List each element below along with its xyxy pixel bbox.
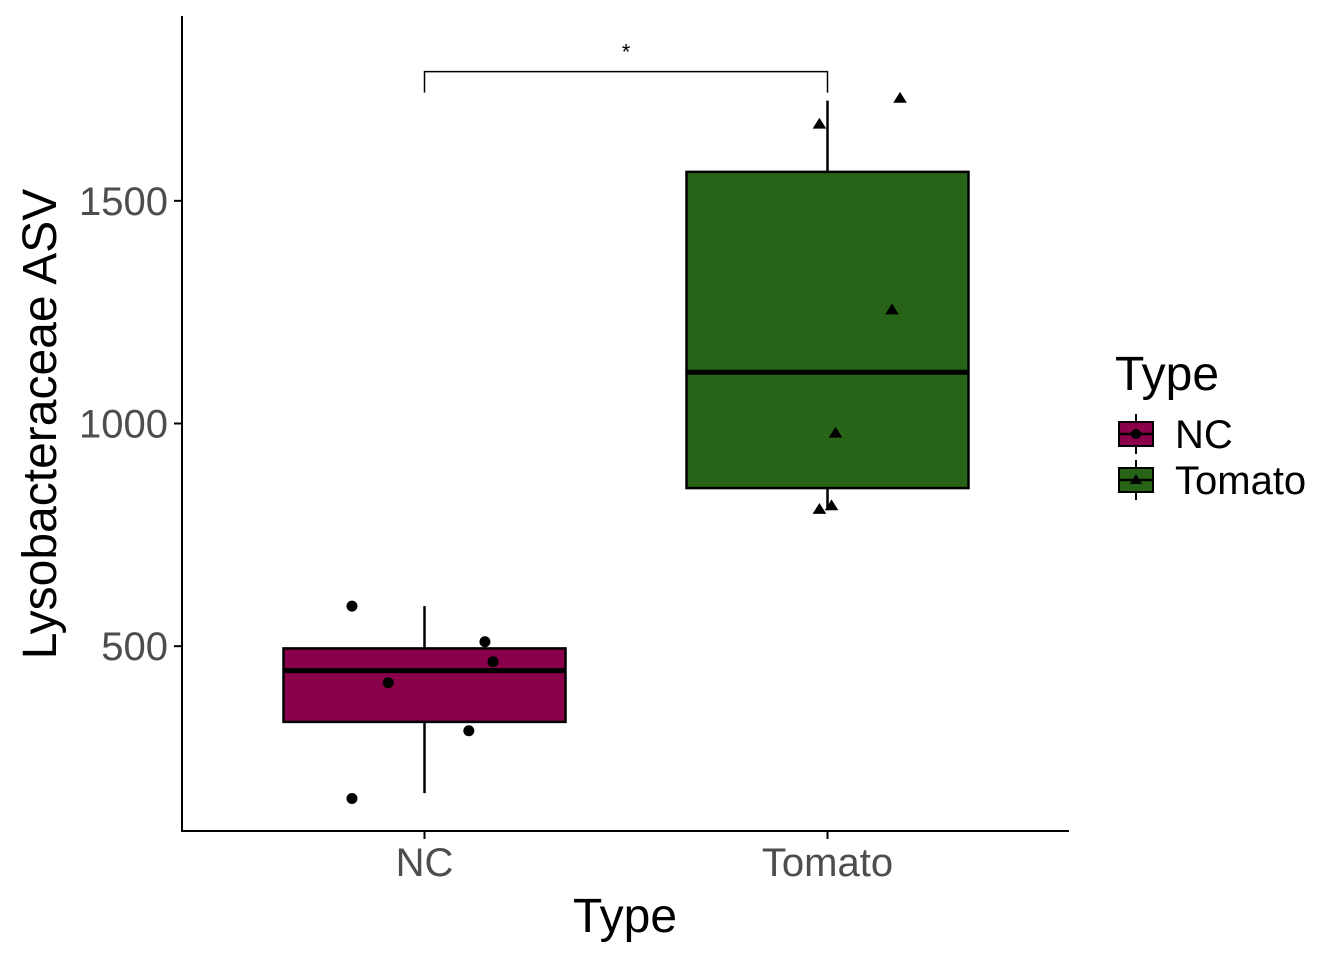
- data-point: [346, 792, 358, 804]
- box-iqr: [282, 647, 567, 724]
- x-ticks: NC Tomato: [396, 831, 893, 885]
- data-point: [346, 600, 358, 612]
- legend-label: Tomato: [1175, 459, 1306, 503]
- data-point: [828, 426, 843, 438]
- significance-bracket: [423, 70, 829, 93]
- data-point: [824, 499, 839, 511]
- data-point: [812, 502, 827, 514]
- significance-label: *: [622, 40, 631, 65]
- legend-key-marker: [1129, 474, 1143, 484]
- y-ticks: 500 1000 1500: [79, 180, 182, 669]
- legend-label: NC: [1175, 413, 1233, 457]
- legend-entry-nc: NC: [1118, 413, 1233, 457]
- box-nc: [282, 606, 567, 794]
- data-point: [885, 303, 899, 315]
- y-tick-label: 1000: [79, 403, 168, 447]
- significance-annotations: *: [423, 40, 829, 93]
- y-tick-label: 500: [101, 625, 168, 669]
- data-point: [487, 656, 499, 668]
- data-point: [479, 636, 491, 648]
- y-axis-title: Lysobacteraceae ASV: [14, 189, 67, 660]
- box-tomato: [685, 100, 970, 511]
- data-points: [346, 91, 907, 804]
- y-tick-label: 1500: [79, 180, 168, 224]
- legend-entry-tomato: Tomato: [1118, 459, 1306, 503]
- boxes: [282, 100, 970, 794]
- data-point: [382, 677, 394, 689]
- legend-key-marker: [1131, 429, 1141, 439]
- data-point: [463, 725, 475, 737]
- data-point: [812, 117, 827, 129]
- x-tick-label: Tomato: [762, 841, 893, 885]
- data-point: [893, 91, 907, 103]
- x-axis-title: Type: [573, 890, 677, 943]
- x-tick-label: NC: [396, 841, 454, 885]
- box-iqr: [685, 170, 970, 490]
- legend-title: Type: [1115, 348, 1219, 401]
